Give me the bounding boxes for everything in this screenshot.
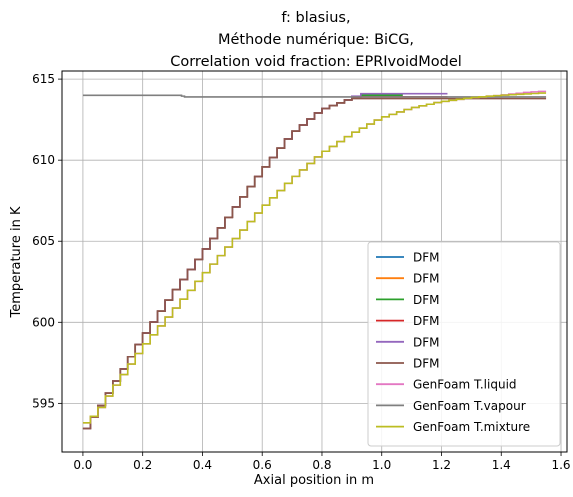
x-tick-label: 0.8	[312, 458, 331, 472]
legend-label: GenFoam T.liquid	[413, 378, 517, 392]
legend-label: DFM	[413, 357, 440, 371]
series-line-1	[82, 94, 403, 430]
y-tick-label: 605	[32, 234, 55, 248]
x-axis-label: Axial position in m	[254, 473, 374, 488]
series-line-9	[82, 92, 547, 424]
series-layer	[82, 90, 547, 430]
series-line-8	[82, 94, 547, 98]
legend-label: DFM	[413, 293, 440, 307]
legend-label: DFM	[413, 335, 440, 349]
x-tick-label: 0.6	[253, 458, 272, 472]
y-tick-label: 610	[32, 153, 55, 167]
series-line-3	[82, 94, 403, 430]
x-tick-label: 0.0	[73, 458, 92, 472]
y-tick-label: 615	[32, 72, 55, 86]
x-axis: 0.0 0.2 0.4 0.6 0.8 1.0 1.2 1.4 1.6	[73, 452, 571, 472]
y-axis: 595 600 605 610 615	[32, 72, 62, 410]
y-tick-label: 600	[32, 315, 55, 329]
y-tick-label: 595	[32, 396, 55, 410]
series-line-2	[82, 94, 403, 430]
chart-title-line-3: Correlation void fraction: EPRIvoidModel	[170, 54, 462, 70]
legend-label: DFM	[413, 272, 440, 286]
legend-box	[367, 241, 561, 447]
legend-label: GenFoam T.mixture	[413, 420, 530, 434]
x-tick-label: 1.4	[492, 458, 511, 472]
legend: DFM DFM DFM DFM DFM DFM GenFoam T.liquid GenFoa…	[367, 241, 561, 447]
x-tick-label: 1.0	[372, 458, 391, 472]
series-line-6	[82, 97, 547, 430]
legend-label: DFM	[413, 314, 440, 328]
legend-label: DFM	[413, 251, 440, 265]
y-axis-label: Temperature in K	[9, 206, 24, 318]
plot-frame	[61, 70, 568, 453]
chart-title: f: blasius, Méthode numérique: BiCG, Cor…	[170, 10, 462, 70]
x-tick-label: 1.2	[432, 458, 451, 472]
x-tick-label: 1.6	[551, 458, 570, 472]
x-tick-label: 0.2	[133, 458, 152, 472]
x-tick-label: 0.4	[193, 458, 212, 472]
legend-label: GenFoam T.vapour	[413, 399, 526, 413]
chart-title-line-1: f: blasius,	[281, 10, 350, 26]
chart-title-line-2: Méthode numérique: BiCG,	[218, 32, 414, 48]
